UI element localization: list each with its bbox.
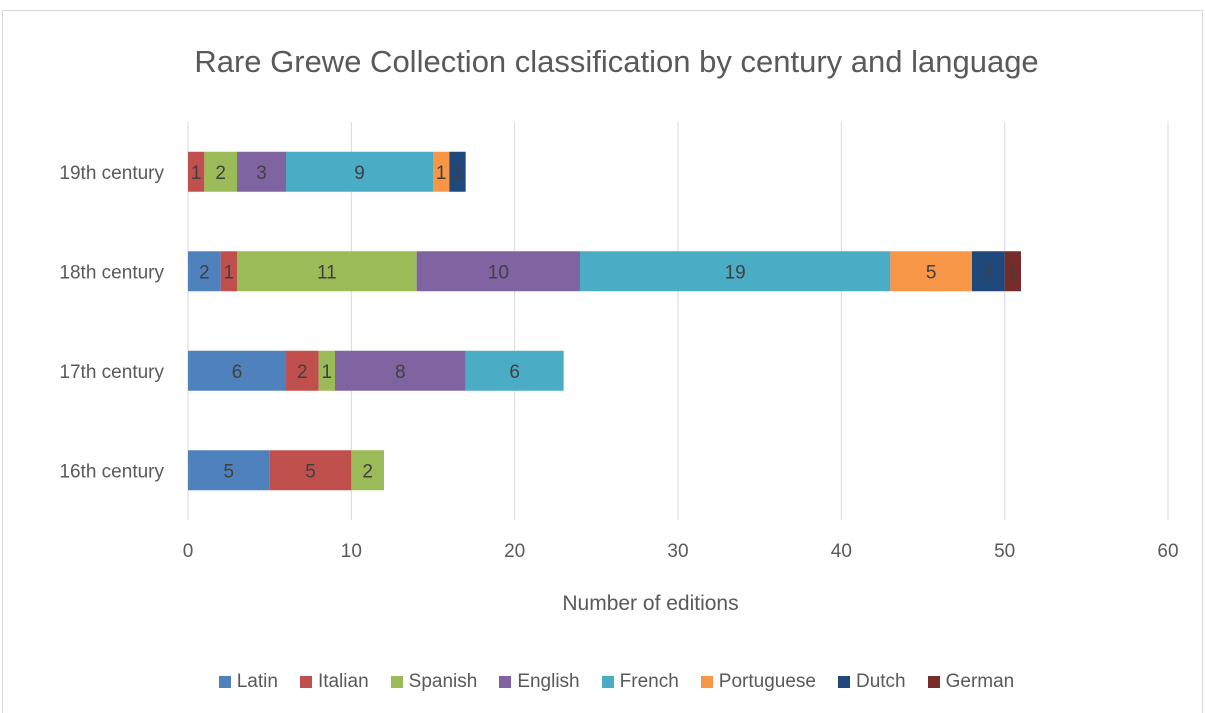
- legend-item: Dutch: [837, 671, 906, 693]
- data-label: 2: [983, 262, 994, 283]
- data-label: 1: [452, 163, 463, 184]
- legend-swatch: [499, 676, 512, 688]
- x-tick-label: 10: [341, 541, 362, 562]
- data-label: 1: [436, 163, 447, 184]
- bar-segment: [204, 151, 237, 192]
- y-category-label: 18th century: [59, 262, 164, 283]
- bar-segment: [188, 450, 270, 491]
- data-label: 2: [297, 362, 308, 383]
- legend-label: Latin: [236, 671, 278, 692]
- data-label: 1: [224, 262, 235, 283]
- x-tick-label: 0: [183, 541, 194, 562]
- x-tick-label: 50: [994, 541, 1015, 562]
- data-label: 5: [224, 461, 235, 482]
- chart-legend: Latin Italian Spanish English French Portugue…: [0, 671, 1205, 693]
- bar-segment: [286, 350, 319, 391]
- legend-item: German: [927, 671, 1015, 693]
- legend-swatch: [700, 676, 713, 688]
- legend-item: Italian: [299, 671, 369, 693]
- data-label: 19: [725, 262, 746, 283]
- legend-item: English: [499, 671, 580, 693]
- y-category-label: 16th century: [59, 461, 164, 482]
- chart-title: Rare Grewe Collection classification by …: [194, 44, 1039, 79]
- data-label: 8: [395, 362, 406, 383]
- data-label: 6: [232, 362, 243, 383]
- bar-segment: [237, 251, 417, 292]
- data-label: 10: [488, 262, 509, 283]
- data-label: 5: [305, 461, 316, 482]
- bar-segment: [188, 251, 221, 292]
- data-label: 2: [215, 163, 226, 184]
- bar-segment: [188, 151, 205, 192]
- x-tick-label: 40: [831, 541, 852, 562]
- bar-segment: [351, 450, 384, 491]
- data-label: 11: [317, 262, 337, 283]
- bar-segment: [433, 151, 450, 192]
- legend-item: Latin: [218, 671, 278, 693]
- legend-label: German: [945, 671, 1015, 692]
- bar-segment: [286, 151, 433, 192]
- data-label: 1: [1008, 262, 1019, 283]
- legend-item: Portuguese: [700, 671, 816, 693]
- data-label: 6: [509, 362, 520, 383]
- bar-segment: [890, 251, 972, 292]
- bar-segment: [237, 151, 286, 192]
- bar-segment: [318, 350, 335, 391]
- legend-label: Portuguese: [718, 671, 816, 692]
- legend-swatch: [927, 676, 940, 688]
- bar-segment: [416, 251, 580, 292]
- bar-segment: [972, 251, 1005, 292]
- legend-label: Spanish: [408, 671, 478, 692]
- legend-item: Spanish: [390, 671, 478, 693]
- data-label: 2: [362, 461, 373, 482]
- y-category-label: 19th century: [59, 163, 164, 184]
- bar-segment: [220, 251, 237, 292]
- legend-swatch: [601, 676, 614, 688]
- x-axis-title: Number of editions: [562, 592, 739, 615]
- x-tick-label: 20: [504, 541, 525, 562]
- bar-segment: [580, 251, 891, 292]
- legend-item: French: [601, 671, 679, 693]
- data-label: 2: [199, 262, 210, 283]
- data-label: 1: [322, 362, 333, 383]
- data-label: 5: [926, 262, 937, 283]
- bar-segment: [449, 151, 466, 192]
- legend-label: English: [517, 671, 580, 692]
- legend-label: French: [619, 671, 679, 692]
- bar-segment: [1004, 251, 1021, 292]
- legend-swatch: [218, 676, 231, 688]
- data-label: 9: [354, 163, 365, 184]
- bar-segment: [335, 350, 466, 391]
- x-tick-label: 60: [1157, 541, 1178, 562]
- bar-segment: [188, 350, 286, 391]
- data-label: 1: [191, 163, 202, 184]
- legend-swatch: [390, 676, 403, 688]
- legend-label: Dutch: [855, 671, 906, 692]
- legend-label: Italian: [317, 671, 369, 692]
- x-tick-label: 30: [667, 541, 688, 562]
- data-label: 3: [256, 163, 267, 184]
- bar-segment: [465, 350, 564, 391]
- legend-swatch: [837, 676, 850, 688]
- y-category-label: 17th century: [59, 362, 164, 383]
- legend-swatch: [299, 676, 312, 688]
- bar-segment: [269, 450, 352, 491]
